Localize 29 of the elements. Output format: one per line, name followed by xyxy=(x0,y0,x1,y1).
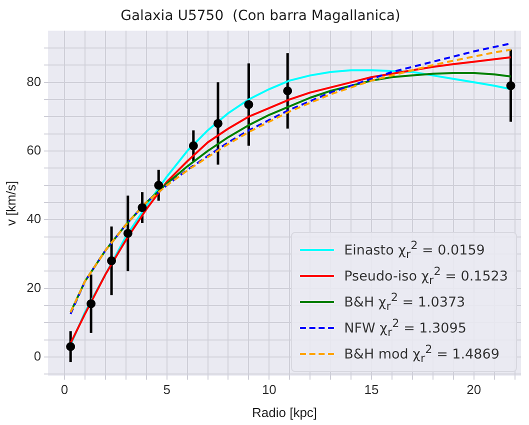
point xyxy=(107,256,116,266)
x-axis-title: Radio [kpc] xyxy=(252,404,318,420)
legend-label: B&H χ$_{r}$$^{2}$ = 1.0373 xyxy=(344,290,466,313)
x-tick-label: 20 xyxy=(466,382,482,398)
point xyxy=(66,342,76,352)
point xyxy=(86,299,96,308)
y-axis-title: v [km/s] xyxy=(3,180,18,226)
point xyxy=(283,86,292,96)
legend-label: Pseudo-iso χ$_{r}$$^{2}$ = 0.1523 xyxy=(344,264,508,287)
legend-label: NFW χ$_{r}$$^{2}$ = 1.3095 xyxy=(344,316,466,339)
x-tick-label: 0 xyxy=(60,382,68,398)
point xyxy=(213,118,222,128)
x-tick-label: 5 xyxy=(163,382,170,398)
point xyxy=(506,81,516,90)
y-tick-label: 0 xyxy=(34,348,42,364)
point xyxy=(154,180,164,190)
legend-label: Einasto χ$_{r}$$^{2}$ = 0.0159 xyxy=(344,238,485,261)
point xyxy=(138,203,147,212)
y-tick-label: 80 xyxy=(26,74,42,89)
y-tick-label: 20 xyxy=(26,280,42,295)
legend-label: B&H mod χ$_{r}$$^{2}$ = 1.4869 xyxy=(344,342,500,365)
y-tick-label: 60 xyxy=(26,142,42,158)
chart-title: Galaxia U5750 (Con barra Magallanica) xyxy=(120,8,400,24)
point xyxy=(244,100,254,110)
y-tick-label: 40 xyxy=(26,211,42,226)
point xyxy=(188,141,198,150)
x-tick-label: 10 xyxy=(262,382,276,398)
point xyxy=(123,228,132,238)
x-tick-label: 15 xyxy=(364,382,379,398)
